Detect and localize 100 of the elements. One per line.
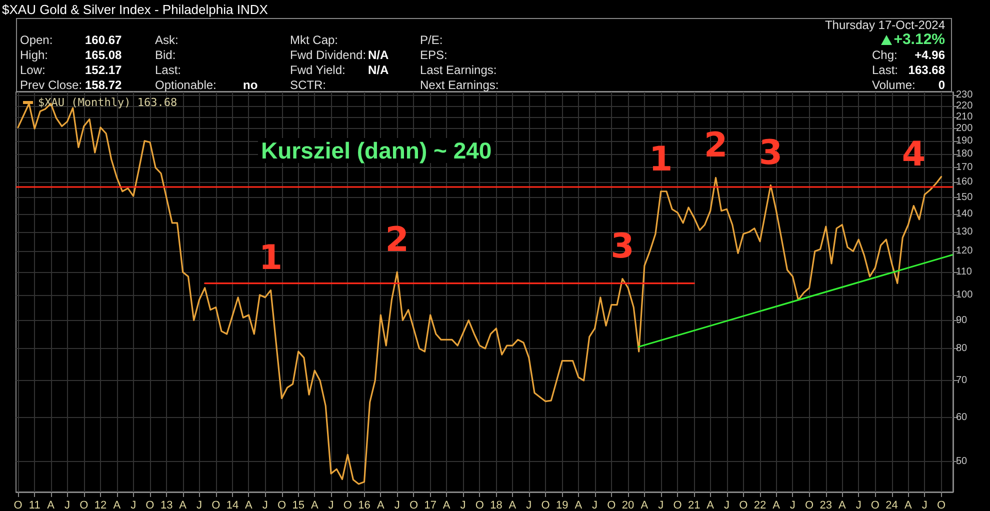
text: Bid: [155, 48, 176, 62]
text: SCTR: [290, 78, 326, 92]
x-tick-label: 13 [160, 500, 173, 511]
text: Chg: [872, 48, 898, 62]
y-tick-label: 230 [956, 90, 974, 101]
x-tick-label: J [724, 500, 730, 511]
text: Last: [872, 63, 898, 77]
y-tick-label: 210 [956, 111, 974, 122]
x-tick-label: J [196, 500, 202, 511]
x-tick-label: A [442, 500, 451, 511]
y-tick-label: 150 [956, 192, 974, 204]
x-tick-label: 15 [292, 500, 304, 511]
text: Low: [20, 63, 46, 77]
text: Next Earnings: [420, 78, 499, 92]
x-tick-label: A [640, 500, 649, 511]
x-tick-label: O [80, 500, 89, 511]
x-tick-label: J [922, 500, 928, 511]
annotation: 2 [704, 126, 728, 166]
text: +4.96 [914, 48, 945, 62]
x-tick-label: 18 [490, 500, 502, 511]
x-tick-label: A [838, 500, 846, 511]
x-tick-label: 11 [28, 500, 40, 511]
x-tick-label: J [130, 500, 136, 511]
y-tick-label: 220 [956, 100, 974, 112]
text: Optionable: [155, 78, 216, 92]
x-tick-label: J [64, 500, 70, 511]
y-tick-label: 50 [956, 456, 968, 467]
x-tick-label: O [870, 500, 880, 511]
y-tick-label: 100 [956, 289, 974, 300]
text: 163.68 [908, 63, 945, 77]
x-tick-label: A [706, 500, 715, 511]
text: Open: [20, 33, 53, 47]
x-tick-label: O [673, 500, 682, 511]
x-tick-label: O [541, 500, 550, 511]
y-tick-label: 90 [956, 314, 968, 326]
x-tick-label: O [212, 500, 221, 511]
y-tick-label: 160 [956, 176, 974, 188]
x-tick-label: O [343, 500, 352, 511]
text: 160.67 [85, 33, 122, 47]
text: 165.08 [85, 48, 122, 62]
x-tick-label: 17 [424, 500, 436, 511]
x-tick-label: A [508, 500, 517, 511]
text: Last Earnings: [420, 63, 497, 77]
x-tick-label: A [245, 500, 254, 511]
y-tick-label: 80 [956, 343, 968, 354]
annotation: 3 [610, 226, 634, 267]
text: Fwd Dividend: [290, 48, 366, 62]
chart-title: $XAU Gold & Silver Index - Philadelphia INDX [2, 2, 268, 17]
x-tick-label: 24 [886, 500, 898, 511]
y-tick-label: 140 [956, 208, 974, 220]
x-tick-label: J [328, 500, 334, 511]
x-tick-label: 14 [226, 500, 239, 511]
x-tick-label: 16 [358, 500, 370, 511]
x-tick-label: J [790, 500, 796, 511]
y-tick-label: 130 [956, 226, 974, 238]
x-tick-label: 20 [622, 500, 634, 511]
text: Prev Close: [20, 78, 82, 92]
text: N/A [368, 63, 389, 77]
x-tick-label: O [739, 500, 748, 511]
x-tick-label: O [936, 500, 946, 511]
text: no [243, 78, 258, 92]
text: +3.12% [892, 31, 945, 48]
x-tick-label: 22 [754, 500, 766, 511]
text: EPS: [420, 48, 448, 62]
x-tick-label: J [658, 500, 664, 511]
y-tick-label: 170 [956, 162, 974, 174]
x-tick-label: O [146, 500, 155, 511]
y-tick-label: 120 [956, 246, 974, 257]
x-tick-label: A [310, 500, 319, 511]
x-tick-label: J [262, 500, 268, 511]
x-tick-label: O [409, 500, 418, 511]
text: 158.72 [85, 78, 122, 92]
series-label: $XAU (Monthly) 163.68 [38, 96, 178, 109]
text: Mkt Cap: [290, 33, 338, 47]
y-tick-label: 110 [956, 266, 972, 278]
text: Last: [155, 63, 182, 77]
x-tick-label: J [856, 500, 862, 511]
x-tick-label: A [574, 500, 583, 511]
text: N/A [368, 48, 389, 62]
y-tick-label: 60 [956, 412, 968, 424]
x-tick-label: A [772, 500, 781, 511]
x-tick-label: J [394, 500, 400, 511]
y-tick-label: 200 [956, 123, 974, 134]
x-tick-label: O [607, 500, 616, 511]
x-tick-label: O [277, 500, 286, 511]
x-tick-label: J [460, 500, 466, 511]
annotation: 1 [649, 139, 673, 180]
x-tick-label: 19 [556, 500, 568, 511]
x-tick-label: A [179, 500, 188, 511]
text: Volume: [872, 78, 916, 92]
annotation: Kursziel (dann) ~ 240 [261, 138, 492, 164]
text: 0 [938, 78, 945, 92]
x-tick-label: A [113, 500, 122, 511]
x-tick-label: O [14, 500, 23, 511]
x-tick-label: J [526, 500, 532, 511]
annotation: 2 [385, 220, 409, 260]
text: Fwd Yield: [290, 63, 346, 77]
text: 152.17 [85, 63, 122, 77]
annotation: 4 [902, 134, 926, 175]
text: Thursday 17-Oct-2024 [824, 18, 945, 32]
